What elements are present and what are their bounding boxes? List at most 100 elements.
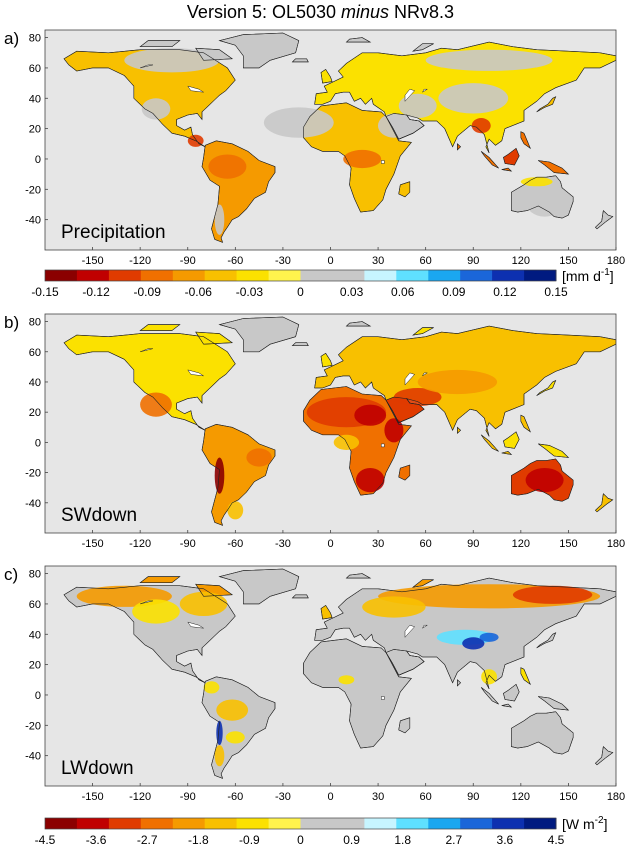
map-panel-1: 80 60 40 20 0 -20 -40 -150 -120 -90 -60 -30 0 30 60 90 1… [4, 29, 625, 299]
colorbar-segment [524, 818, 557, 829]
colorbar-segment [140, 818, 174, 829]
x-tick-label: 90 [467, 791, 479, 803]
colorbar-tick-label: 0 [297, 833, 304, 847]
y-tick-label: 60 [29, 599, 41, 611]
anomaly-layer [63, 316, 616, 526]
colorbar-segment [76, 818, 110, 829]
x-tick-label: 120 [512, 255, 530, 267]
anomaly-region [471, 118, 491, 134]
anomaly-region [246, 448, 272, 467]
x-tick-label: 150 [559, 538, 577, 550]
y-tick-label: 20 [29, 660, 41, 672]
lake [404, 624, 416, 638]
anomaly-region [398, 93, 437, 118]
x-tick-label: -120 [129, 255, 151, 267]
colorbar-tick-label: -1.8 [188, 833, 209, 847]
coast-svalbard [345, 573, 372, 579]
colorbar-unit: [W m-2] [562, 815, 607, 832]
colorbar-segment [492, 818, 525, 829]
colorbar-segment [428, 270, 461, 281]
y-tick-label: 60 [29, 347, 41, 359]
anomaly-region [203, 681, 220, 694]
lake [140, 348, 153, 353]
coast-south-america [201, 676, 276, 779]
coast-svalbard [345, 37, 372, 43]
colorbar-segment [172, 270, 206, 281]
x-tick-label: 60 [420, 538, 432, 550]
anomaly-region [338, 675, 355, 685]
coast-arctic-islands [139, 40, 181, 48]
coast-british-isles [320, 352, 333, 368]
anomaly-region [216, 699, 249, 721]
coast-africa [303, 386, 412, 496]
coast-philippines [520, 131, 531, 150]
coast-sumatra [480, 687, 499, 705]
x-tick-label: 90 [467, 255, 479, 267]
colorbar-frame [44, 817, 557, 830]
lake [140, 64, 153, 69]
colorbar-segment [364, 818, 397, 829]
colorbar-segment [204, 818, 238, 829]
anomaly-region [425, 49, 553, 71]
coast-south-america [201, 423, 276, 526]
colorbar-tick-label: -0.9 [239, 833, 260, 847]
y-tick-label: 0 [35, 154, 41, 166]
colorbar-segment [300, 818, 333, 829]
anomaly-region [140, 392, 172, 417]
coast-australia [510, 711, 574, 755]
coast-madagascar [398, 464, 411, 481]
coast-sumatra [480, 151, 499, 169]
x-tick-label: -90 [180, 538, 196, 550]
anomaly-region [479, 632, 499, 642]
x-tick-label: 60 [420, 255, 432, 267]
coast-java [501, 451, 513, 455]
coast-new-guinea [538, 696, 570, 711]
coast-australia [510, 458, 574, 502]
colorbar-segment [45, 818, 78, 829]
x-tick-label: 90 [467, 538, 479, 550]
lake [381, 443, 385, 448]
y-tick-label: 40 [29, 93, 41, 105]
coast-iceland [291, 594, 309, 599]
colorbar-segment [428, 818, 461, 829]
x-tick-label: -120 [129, 538, 151, 550]
x-tick-label: 180 [607, 538, 625, 550]
colorbar-tick-label: -0.12 [82, 285, 110, 299]
coast-new-zealand [594, 209, 614, 230]
colorbar-tick-label: 4.5 [548, 833, 565, 847]
y-tick-label: 20 [29, 124, 41, 136]
anomaly-region [214, 457, 225, 494]
colorbar-segment [140, 270, 174, 281]
colorbar-tick-label: -0.15 [31, 285, 59, 299]
colorbar-segment [460, 270, 493, 281]
anomaly-region [179, 591, 228, 617]
coast-iceland [291, 342, 309, 347]
coast-philippines [520, 414, 531, 433]
anomaly-region [354, 404, 387, 426]
colorbar-tick-label: 1.8 [394, 833, 411, 847]
colorbar-tick-label: 0.15 [544, 285, 568, 299]
coast-iceland [291, 58, 309, 63]
x-tick-label: 180 [607, 255, 625, 267]
coast-sumatra [480, 434, 499, 452]
coast-new-zealand [594, 493, 614, 513]
coast-arctic-islands [139, 324, 181, 331]
anomaly-region [214, 204, 225, 235]
colorbar-segment [524, 270, 557, 281]
anomaly-region [214, 745, 225, 767]
lake [421, 88, 429, 93]
colorbar-segment [236, 270, 269, 281]
x-tick-label: 180 [607, 791, 625, 803]
colorbar-segment [172, 818, 206, 829]
coast-baffin-island [195, 331, 234, 345]
x-tick-label: 120 [512, 791, 530, 803]
anomaly-region [481, 669, 497, 685]
coast-eurasia [314, 41, 616, 154]
colorbar-tick-label: -4.5 [35, 833, 56, 847]
coast-australia [510, 175, 574, 219]
anomaly-region [141, 98, 171, 120]
coast-arabia [385, 113, 425, 140]
y-tick-label: -40 [25, 215, 41, 227]
x-tick-label: 0 [327, 538, 333, 550]
